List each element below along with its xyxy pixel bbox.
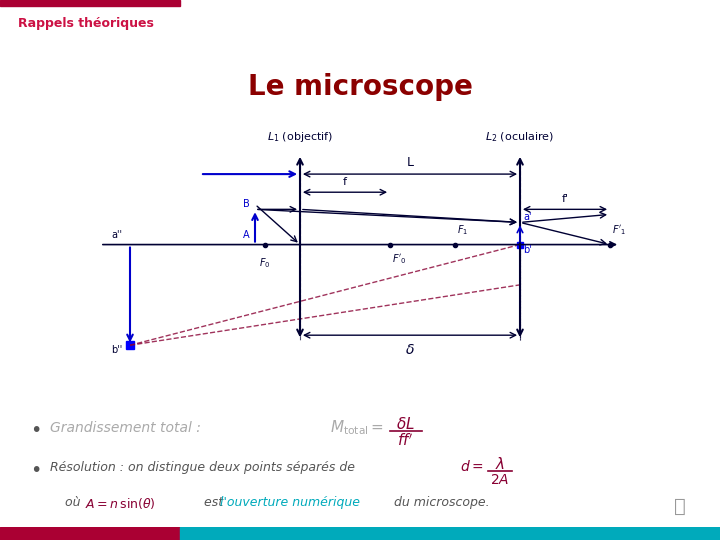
Text: a'': a''	[111, 230, 122, 240]
Bar	[0, 0, 180, 6]
Text: Le microscope: Le microscope	[248, 73, 472, 102]
Text: |: |	[250, 17, 254, 30]
Text: b': b'	[523, 245, 532, 254]
Text: $L_2$ (oculaire): $L_2$ (oculaire)	[485, 130, 554, 144]
Text: Résolution : on distingue deux points séparés de: Résolution : on distingue deux points sé…	[50, 461, 363, 474]
Text: $A = n\,\mathrm{sin}(\theta)$: $A = n\,\mathrm{sin}(\theta)$	[85, 496, 156, 511]
Text: $F_0$: $F_0$	[259, 256, 271, 271]
Text: •: •	[30, 421, 41, 440]
Text: $d=$: $d=$	[460, 459, 484, 474]
Text: est: est	[200, 496, 227, 509]
Text: Consignes pratiques: Consignes pratiques	[534, 17, 662, 30]
Text: A: A	[243, 230, 250, 240]
Text: $2A$: $2A$	[490, 473, 510, 487]
Text: Rappels théoriques: Rappels théoriques	[19, 17, 154, 30]
Text: du microscope.: du microscope.	[390, 496, 490, 509]
Text: f': f'	[562, 194, 569, 204]
Text: •: •	[30, 461, 41, 480]
Text: $\delta L$: $\delta L$	[395, 416, 415, 432]
Text: 🔊: 🔊	[674, 497, 686, 516]
Text: l'ouverture numérique: l'ouverture numérique	[220, 496, 360, 509]
Bar	[180, 526, 720, 540]
Text: $F_1$: $F_1$	[457, 222, 468, 237]
Text: a': a'	[523, 212, 531, 222]
Text: où: où	[65, 496, 84, 509]
Text: Grandissement total :: Grandissement total :	[50, 421, 210, 435]
Text: $\lambda$: $\lambda$	[495, 456, 505, 472]
Text: $F'_1$: $F'_1$	[612, 222, 626, 237]
Text: $M_\mathrm{total}=$: $M_\mathrm{total}=$	[330, 418, 384, 437]
Text: B: B	[243, 199, 250, 210]
Text: $ff'$: $ff'$	[397, 433, 413, 449]
Text: $\delta$: $\delta$	[405, 343, 415, 357]
Text: Description de la manipulation: Description de la manipulation	[264, 17, 456, 30]
Bar	[0, 526, 180, 540]
Text: f: f	[343, 177, 347, 187]
Text: $F'_0$: $F'_0$	[392, 253, 407, 266]
Text: |: |	[495, 17, 499, 30]
Text: b'': b''	[111, 345, 122, 355]
Text: $L_1$ (objectif): $L_1$ (objectif)	[267, 130, 333, 144]
Text: L: L	[407, 156, 413, 169]
